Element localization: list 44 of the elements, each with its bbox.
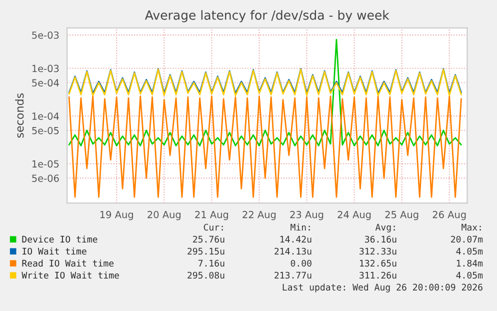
text: 4.05m <box>456 248 483 255</box>
x-tick-label: 22 Aug <box>242 210 276 220</box>
text: 0.00 <box>290 260 312 267</box>
x-tick-label: 21 Aug <box>195 210 228 220</box>
y-tick-label: 1e-05 <box>32 160 59 168</box>
x-tick-label: 23 Aug <box>290 210 324 220</box>
text: 36.16u <box>364 236 396 243</box>
text: 295.15u <box>188 248 224 255</box>
legend-label: Read IO Wait time <box>22 260 114 267</box>
text: 4.05m <box>456 272 483 279</box>
legend-label: Write IO Wait time <box>22 272 119 279</box>
text: 7.16u <box>198 260 224 267</box>
text: 25.76u <box>193 236 224 243</box>
text: 312.33u <box>360 248 396 255</box>
y-tick-label: 5e-04 <box>32 79 59 87</box>
y-tick-label: 1e-04 <box>32 112 59 120</box>
y-tick-label: 5e-05 <box>32 126 59 134</box>
legend-label: IO Wait time <box>22 248 86 255</box>
y-tick-label: 5e-03 <box>32 31 59 39</box>
text: 311.26u <box>360 272 396 279</box>
x-tick-label: 19 Aug <box>100 210 133 220</box>
x-tick-label: 24 Aug <box>338 210 371 220</box>
text: Min: <box>290 224 310 231</box>
text: 132.65u <box>360 260 396 267</box>
text: 20.07m <box>451 236 483 243</box>
text: Avg: <box>375 224 395 232</box>
legend-label: Device IO time <box>22 236 98 243</box>
x-tick-label: 26 Aug <box>432 210 466 220</box>
text: 14.42u <box>280 236 312 243</box>
text: 1.84m <box>456 260 483 267</box>
x-tick-label: 25 Aug <box>385 210 418 220</box>
chart-title: Average latency for /dev/sda - by week <box>144 10 390 22</box>
text: 214.13u <box>274 248 312 255</box>
text: Cur: <box>204 224 223 231</box>
y-tick-label: 1e-03 <box>32 64 59 72</box>
text: Max: <box>462 224 481 231</box>
line-series <box>68 96 462 198</box>
y-axis-title: seconds <box>15 93 24 138</box>
line-series <box>68 38 462 146</box>
text: 295.08u <box>188 272 224 279</box>
y-tick-label: 5e-06 <box>32 174 59 182</box>
text: 213.77u <box>274 272 312 279</box>
x-tick-label: 20 Aug <box>148 210 180 220</box>
text: Last update: Wed Aug 26 20:00:09 2026 <box>282 284 482 292</box>
